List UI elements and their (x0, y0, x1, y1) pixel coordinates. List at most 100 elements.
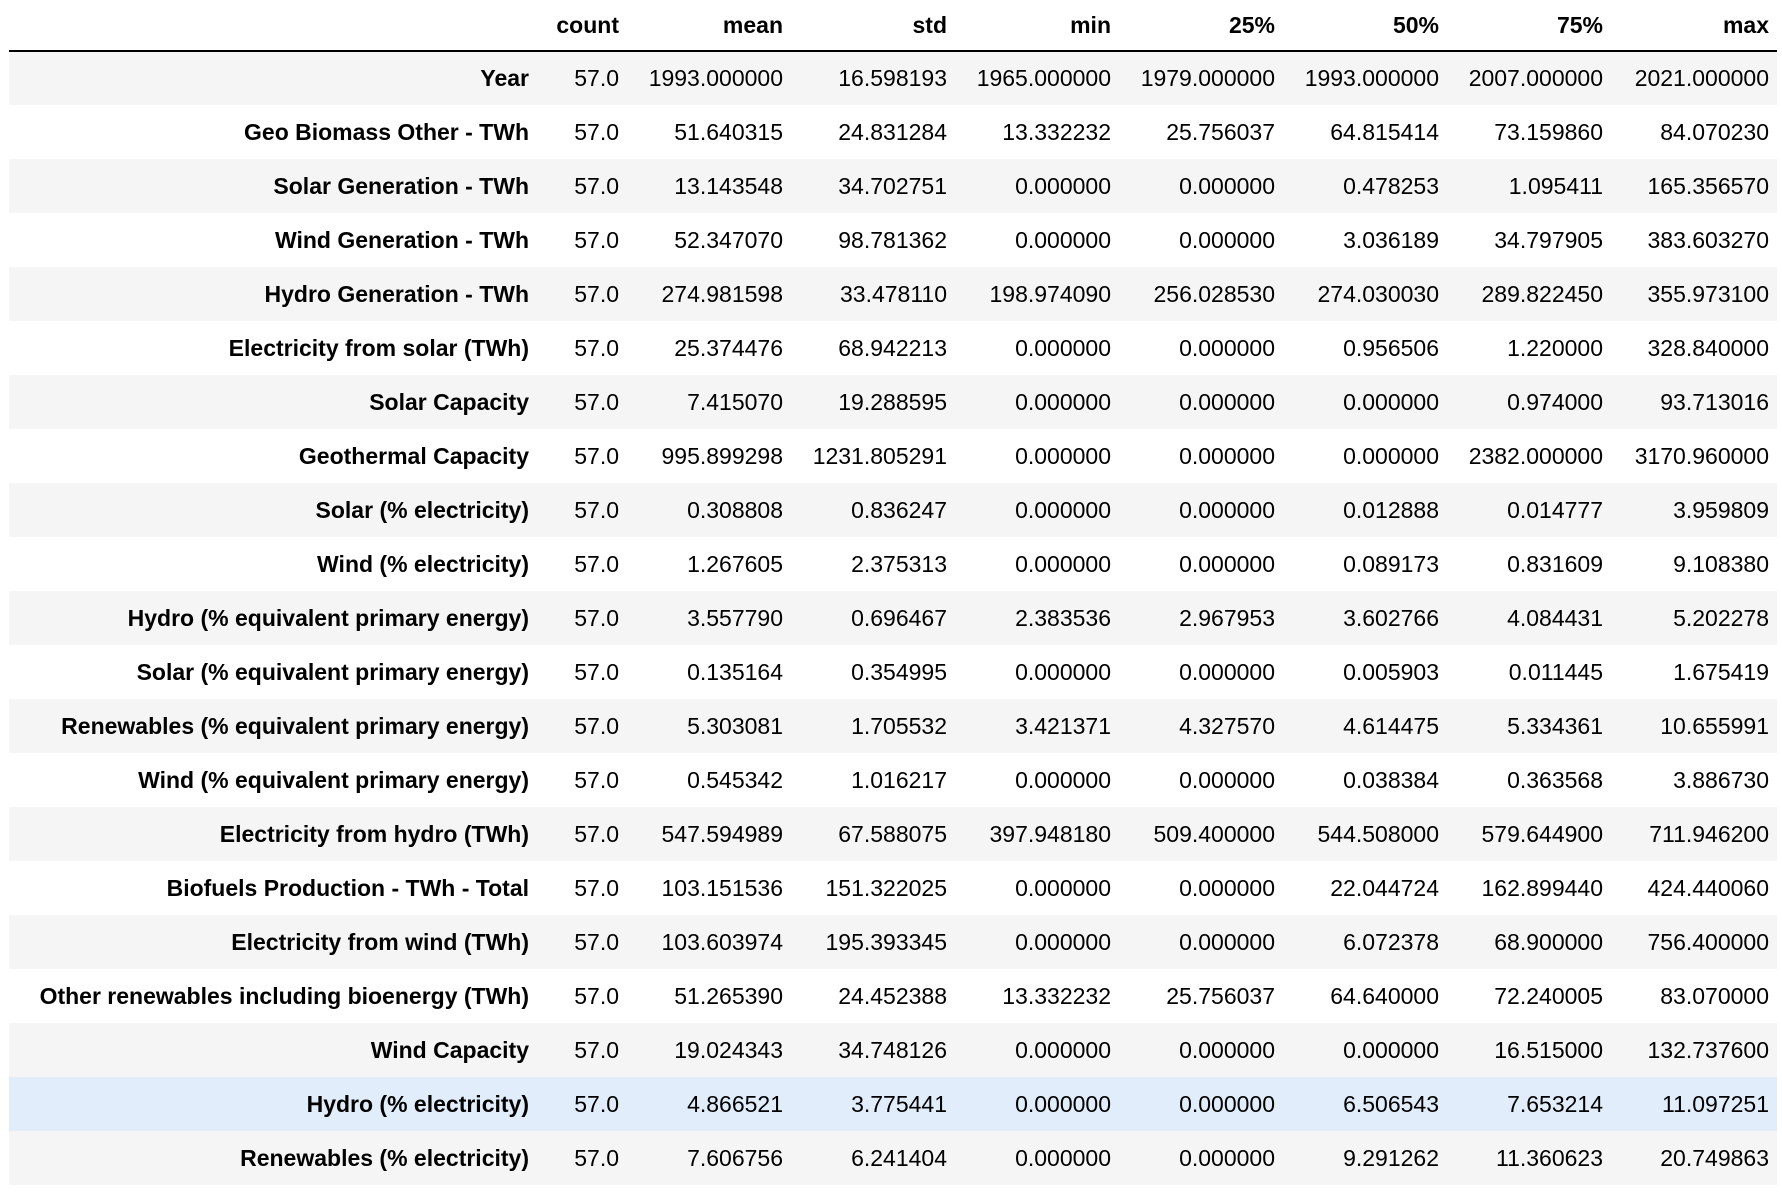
table-cell: 544.508000 (1317, 820, 1439, 847)
table-cell: 579.644900 (1481, 820, 1603, 847)
table-row: Renewables (% equivalent primary energy)… (9, 699, 1777, 753)
table-cell: 73.159860 (1494, 118, 1603, 145)
table-cell: 328.840000 (1647, 334, 1769, 361)
table-cell: 0.000000 (1015, 388, 1111, 415)
table-cell: 9.291262 (1343, 1144, 1439, 1171)
table-row: Hydro Generation - TWh 57.0 274.981598 33.4… (9, 267, 1777, 321)
table-cell: 0.000000 (1179, 496, 1275, 523)
table-cell: 7.653214 (1507, 1090, 1603, 1117)
table-cell: 1.267605 (687, 550, 783, 577)
table-row: Biofuels Production - TWh - Total 57.0 103… (9, 861, 1777, 915)
table-cell: 25.756037 (1166, 982, 1275, 1009)
table-cell: 397.948180 (989, 820, 1111, 847)
column-header: std (791, 0, 955, 52)
table-cell: 0.012888 (1343, 496, 1439, 523)
table-cell: 0.000000 (1179, 442, 1275, 469)
table-cell: 57.0 (574, 874, 619, 901)
table-cell: 3.959809 (1673, 496, 1769, 523)
table-cell: 0.000000 (1015, 172, 1111, 199)
table-cell: 57.0 (574, 442, 619, 469)
table-cell: 151.322025 (825, 874, 947, 901)
table-cell: 57.0 (574, 496, 619, 523)
table-cell: 57.0 (574, 1144, 619, 1171)
table-cell: 195.393345 (825, 928, 947, 955)
table-cell: 0.000000 (1179, 388, 1275, 415)
row-label: Solar Generation - TWh (273, 172, 529, 199)
table-cell: 2382.000000 (1468, 442, 1603, 469)
table-cell: 33.478110 (839, 280, 947, 307)
row-label: Electricity from solar (TWh) (228, 334, 529, 361)
table-cell: 0.836247 (851, 496, 947, 523)
table-cell: 547.594989 (661, 820, 783, 847)
table-cell: 355.973100 (1647, 280, 1769, 307)
table-cell: 274.030030 (1317, 280, 1439, 307)
table-cell: 0.000000 (1343, 1036, 1439, 1063)
table-cell: 5.334361 (1507, 712, 1603, 739)
table-cell: 0.000000 (1015, 226, 1111, 253)
table-cell: 57.0 (574, 1090, 619, 1117)
table-cell: 103.151536 (661, 874, 783, 901)
table-row: Solar Generation - TWh 57.0 13.143548 34.70… (9, 159, 1777, 213)
table-cell: 0.000000 (1179, 1036, 1275, 1063)
table-cell: 3.557790 (687, 604, 783, 631)
table-cell: 16.598193 (838, 65, 947, 91)
row-label: Electricity from wind (TWh) (231, 928, 529, 955)
table-cell: 9.108380 (1673, 550, 1769, 577)
table-cell: 7.415070 (687, 388, 783, 415)
table-cell: 0.089173 (1343, 550, 1439, 577)
row-label: Hydro (% electricity) (306, 1090, 529, 1117)
table-cell: 3170.960000 (1634, 442, 1769, 469)
row-label: Geo Biomass Other - TWh (244, 118, 529, 145)
table-cell: 0.000000 (1179, 334, 1275, 361)
row-label: Wind (% equivalent primary energy) (138, 766, 529, 793)
table-header: count mean std min 25% 50% 75% max (9, 0, 1777, 52)
table-cell: 24.831284 (838, 118, 947, 145)
column-header: 50% (1283, 0, 1447, 52)
table-cell: 68.900000 (1494, 928, 1603, 955)
table-cell: 57.0 (574, 172, 619, 199)
table-row: Wind (% electricity) 57.0 1.267605 2.375313… (9, 537, 1777, 591)
table-cell: 1.016217 (851, 766, 947, 793)
table-cell: 20.749863 (1660, 1144, 1769, 1171)
table-cell: 19.024343 (674, 1036, 783, 1063)
table-cell: 5.303081 (687, 712, 783, 739)
table-cell: 1.705532 (851, 712, 947, 739)
table-cell: 0.000000 (1179, 766, 1275, 793)
table-cell: 0.000000 (1179, 226, 1275, 253)
table-cell: 68.942213 (838, 334, 947, 361)
table-row: Renewables (% electricity) 57.0 7.606756 6.… (9, 1131, 1777, 1185)
table-cell: 25.756037 (1166, 118, 1275, 145)
table-cell: 57.0 (574, 712, 619, 739)
table-body: Year 57.0 1993.000000 16.598193 1965.000000 1… (9, 51, 1777, 1185)
table-cell: 57.0 (574, 658, 619, 685)
row-label: Hydro Generation - TWh (264, 280, 530, 307)
table-row: Geothermal Capacity 57.0 995.899298 1231.80… (9, 429, 1777, 483)
table-cell: 3.886730 (1673, 766, 1769, 793)
table-row: Electricity from solar (TWh) 57.0 25.37447… (9, 321, 1777, 375)
table-cell: 13.143548 (674, 172, 783, 199)
row-label: Renewables (% electricity) (240, 1144, 529, 1171)
table-row: Other renewables including bioenergy (TW… (9, 969, 1777, 1023)
row-label: Solar (% equivalent primary energy) (136, 658, 529, 685)
table-cell: 162.899440 (1481, 874, 1603, 901)
table-cell: 0.000000 (1015, 874, 1111, 901)
table-cell: 0.000000 (1015, 1090, 1111, 1117)
table-cell: 0.354995 (851, 658, 947, 685)
table-cell: 57.0 (574, 604, 619, 631)
table-cell: 13.332232 (1002, 982, 1111, 1009)
table-cell: 34.797905 (1494, 226, 1603, 253)
table-row: Hydro (% electricity) 57.0 4.866521 3.77544… (9, 1077, 1777, 1131)
table-cell: 16.515000 (1494, 1036, 1603, 1063)
table-cell: 57.0 (574, 766, 619, 793)
table-cell: 0.000000 (1015, 1036, 1111, 1063)
table-cell: 2021.000000 (1634, 65, 1769, 91)
table-cell: 0.000000 (1179, 1144, 1275, 1171)
table-cell: 11.360623 (1495, 1144, 1603, 1171)
table-cell: 0.000000 (1015, 928, 1111, 955)
table-cell: 13.332232 (1002, 118, 1111, 145)
table-cell: 0.000000 (1179, 1090, 1275, 1117)
table-row: Hydro (% equivalent primary energy) 57.0 3… (9, 591, 1777, 645)
table-cell: 0.011445 (1508, 658, 1603, 685)
table-cell: 0.000000 (1343, 388, 1439, 415)
